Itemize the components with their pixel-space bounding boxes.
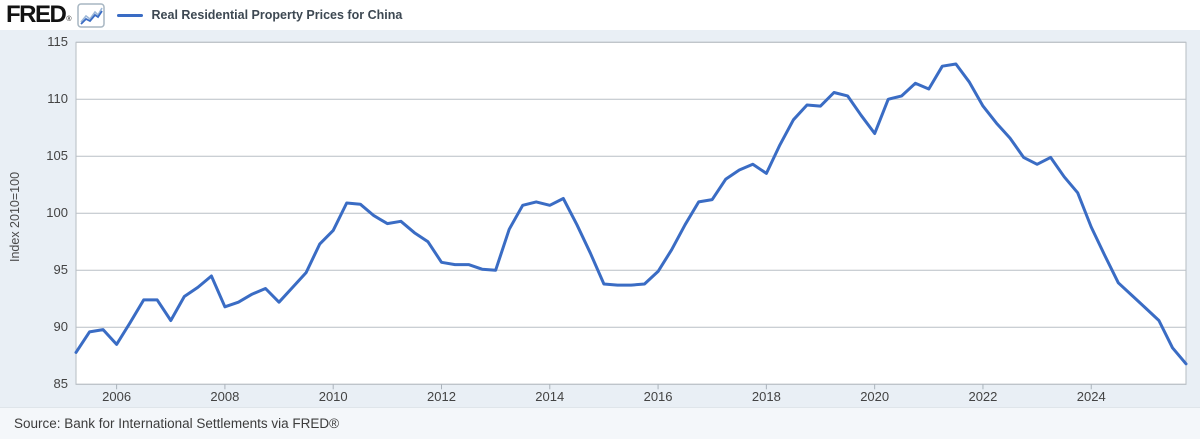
x-tick-label: 2008 <box>210 389 240 404</box>
y-tick-label: 95 <box>53 262 68 278</box>
y-tick-label: 85 <box>53 376 68 392</box>
x-tick-label: 2012 <box>427 389 456 404</box>
x-tick-label: 2016 <box>643 389 673 404</box>
data-line <box>74 62 1188 366</box>
legend-label: Real Residential Property Prices for Chi… <box>151 8 403 22</box>
y-tick-label: 105 <box>46 148 68 164</box>
fred-logo-chart-icon <box>76 3 105 28</box>
fred-logo-registered-mark: ® <box>66 16 72 23</box>
x-tick-label: 2024 <box>1076 389 1106 404</box>
footer: Source: Bank for International Settlemen… <box>0 407 1200 439</box>
x-tick-label: 2010 <box>318 389 348 404</box>
y-tick-label: 100 <box>46 205 68 221</box>
y-tick-label: 90 <box>53 319 68 335</box>
x-tick-label: 2006 <box>102 389 132 404</box>
legend: Real Residential Property Prices for Chi… <box>116 8 403 22</box>
fred-logo-text: FRED <box>6 1 67 28</box>
y-tick-label: 115 <box>47 34 68 50</box>
chart-canvas[interactable] <box>0 30 1200 407</box>
fred-logo[interactable]: FRED ® <box>6 2 105 28</box>
header: FRED ® Real Residential Property Prices … <box>0 0 1200 30</box>
x-tick-label: 2022 <box>968 389 998 404</box>
x-tick-label: 2014 <box>535 389 565 404</box>
chart-area[interactable]: Index 2010=100 115 110 105 100 95 90 85 2006 20… <box>0 30 1200 407</box>
legend-line-swatch <box>116 13 143 17</box>
y-tick-label: 110 <box>47 91 68 107</box>
source-text: Source: Bank for International Settlemen… <box>14 416 340 431</box>
x-tick-label: 2018 <box>751 389 781 404</box>
x-tick-label: 2020 <box>860 389 890 404</box>
